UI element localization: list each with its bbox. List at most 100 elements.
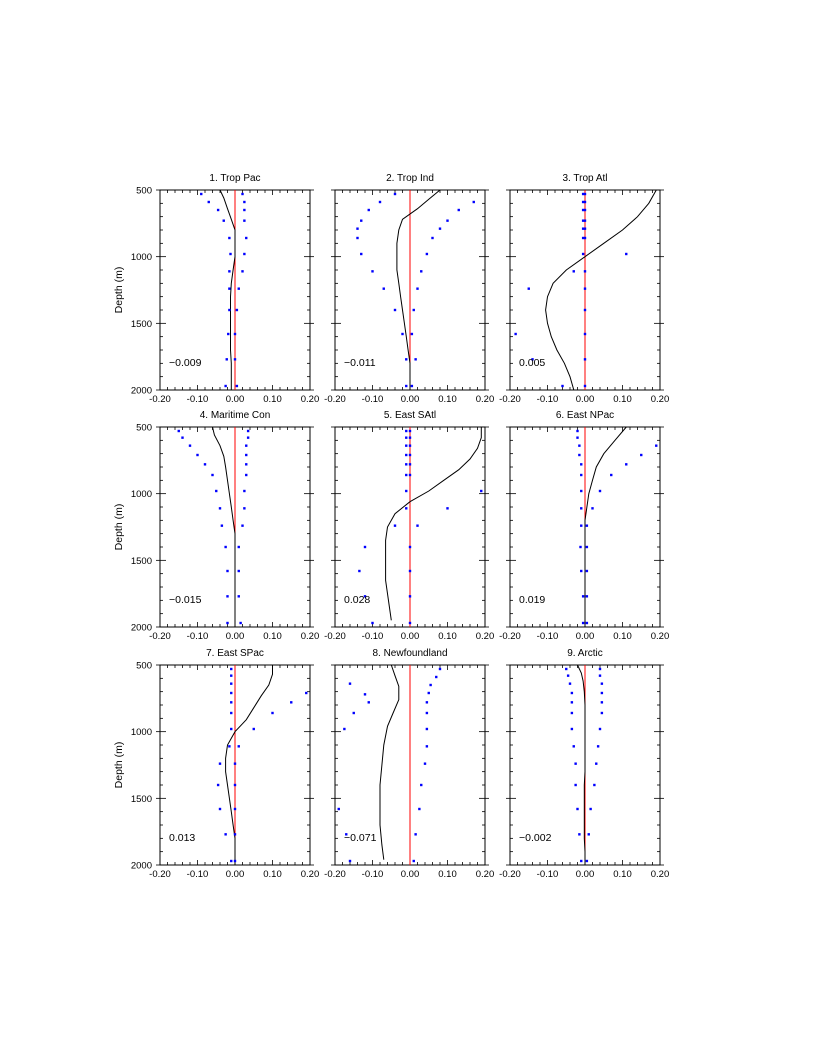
data-point bbox=[576, 436, 579, 439]
x-tick-label: 0.00 bbox=[226, 631, 245, 642]
x-tick-label: 0.20 bbox=[651, 631, 670, 642]
data-point bbox=[408, 429, 412, 433]
data-point bbox=[600, 691, 604, 695]
x-tick-label: 0.00 bbox=[576, 869, 595, 880]
data-point bbox=[405, 473, 408, 477]
data-point bbox=[427, 691, 430, 695]
data-point bbox=[243, 208, 246, 212]
data-point bbox=[345, 833, 348, 836]
data-point bbox=[229, 252, 232, 256]
panel-title: 7. East SPac bbox=[206, 648, 264, 659]
x-tick-label: -0.20 bbox=[499, 631, 521, 642]
data-point bbox=[585, 595, 589, 598]
x-tick-label: -0.10 bbox=[187, 394, 209, 405]
data-point bbox=[410, 384, 414, 388]
data-point bbox=[243, 200, 246, 204]
data-point bbox=[188, 444, 192, 447]
y-tick-label: 2000 bbox=[131, 623, 152, 634]
data-point bbox=[583, 236, 587, 240]
dot-series bbox=[358, 429, 483, 625]
data-point bbox=[425, 711, 429, 715]
profile-curve bbox=[379, 664, 400, 860]
data-point bbox=[405, 463, 408, 466]
y-tick-label: 1000 bbox=[131, 252, 152, 263]
panel-annotation: −0.071 bbox=[344, 832, 377, 844]
data-point bbox=[196, 453, 199, 457]
data-point bbox=[565, 667, 568, 671]
data-point bbox=[570, 691, 574, 695]
data-point bbox=[578, 444, 581, 447]
data-point bbox=[472, 200, 475, 204]
data-point bbox=[581, 219, 585, 222]
data-point bbox=[625, 252, 628, 256]
data-point bbox=[271, 711, 274, 715]
y-tick-label: 500 bbox=[136, 186, 152, 197]
panel-6: 6. East NPac -0.20 -0.10 0.00 0.10 0.20 0.019 bbox=[499, 410, 669, 642]
data-point bbox=[578, 453, 581, 457]
panel-5: 5. East SAtl -0.20 -0.10 0.00 0.10 0.20 0.028 bbox=[324, 410, 494, 642]
data-point bbox=[360, 219, 363, 222]
data-point bbox=[243, 219, 246, 222]
data-point bbox=[235, 384, 239, 388]
data-point bbox=[233, 762, 237, 765]
data-point bbox=[215, 489, 218, 493]
data-point bbox=[337, 807, 340, 811]
panel-title: 3. Trop Atl bbox=[562, 173, 607, 184]
data-point bbox=[640, 453, 643, 457]
data-point bbox=[237, 595, 240, 598]
x-tick-label: 0.20 bbox=[301, 631, 320, 642]
data-point bbox=[457, 208, 460, 212]
profile-curve bbox=[225, 665, 273, 865]
data-point bbox=[570, 711, 574, 715]
data-point bbox=[480, 489, 483, 493]
data-point bbox=[405, 429, 408, 433]
data-point bbox=[220, 524, 224, 527]
x-tick-label: -0.20 bbox=[149, 394, 171, 405]
data-point bbox=[585, 545, 589, 549]
data-point bbox=[405, 453, 408, 457]
x-tick-label: -0.20 bbox=[324, 631, 346, 642]
data-point bbox=[241, 270, 244, 273]
data-point bbox=[211, 473, 214, 477]
data-point bbox=[363, 693, 367, 696]
profile-curve bbox=[219, 189, 236, 390]
data-point bbox=[579, 545, 582, 549]
x-tick-label: -0.20 bbox=[324, 869, 346, 880]
data-point bbox=[583, 208, 587, 212]
panel-annotation: 0.005 bbox=[519, 357, 545, 369]
data-point bbox=[570, 701, 574, 704]
data-point bbox=[203, 463, 207, 466]
x-tick-label: -0.10 bbox=[187, 631, 209, 642]
data-point bbox=[363, 545, 367, 549]
profile-curve bbox=[577, 664, 586, 865]
data-point bbox=[600, 701, 604, 704]
data-point bbox=[408, 453, 412, 457]
data-point bbox=[227, 332, 230, 336]
data-point bbox=[245, 473, 248, 477]
data-point bbox=[233, 833, 237, 836]
data-point bbox=[228, 287, 231, 290]
data-point bbox=[585, 859, 589, 863]
data-point bbox=[583, 227, 587, 230]
data-point bbox=[446, 507, 449, 510]
data-point bbox=[405, 444, 408, 447]
x-tick-label: 0.20 bbox=[476, 631, 495, 642]
dot-series bbox=[576, 429, 658, 625]
data-point bbox=[429, 683, 432, 687]
profile-curve bbox=[212, 426, 236, 627]
y-tick-label: 2000 bbox=[131, 861, 152, 872]
x-tick-label: 0.20 bbox=[476, 869, 495, 880]
data-point bbox=[585, 569, 589, 573]
dot-series bbox=[337, 667, 442, 863]
data-point bbox=[230, 682, 233, 685]
panel-1: 1. Trop Pac -0.20 -0.10 0.00 0.10 0.20 500 1000… bbox=[113, 173, 319, 405]
y-tick-label: 1500 bbox=[131, 319, 152, 330]
data-point bbox=[598, 667, 602, 671]
profile-curve bbox=[584, 426, 627, 627]
data-point bbox=[412, 859, 415, 863]
data-point bbox=[408, 595, 412, 598]
data-point bbox=[239, 621, 242, 625]
data-point bbox=[245, 236, 248, 240]
data-point bbox=[531, 358, 534, 361]
data-point bbox=[233, 859, 237, 863]
